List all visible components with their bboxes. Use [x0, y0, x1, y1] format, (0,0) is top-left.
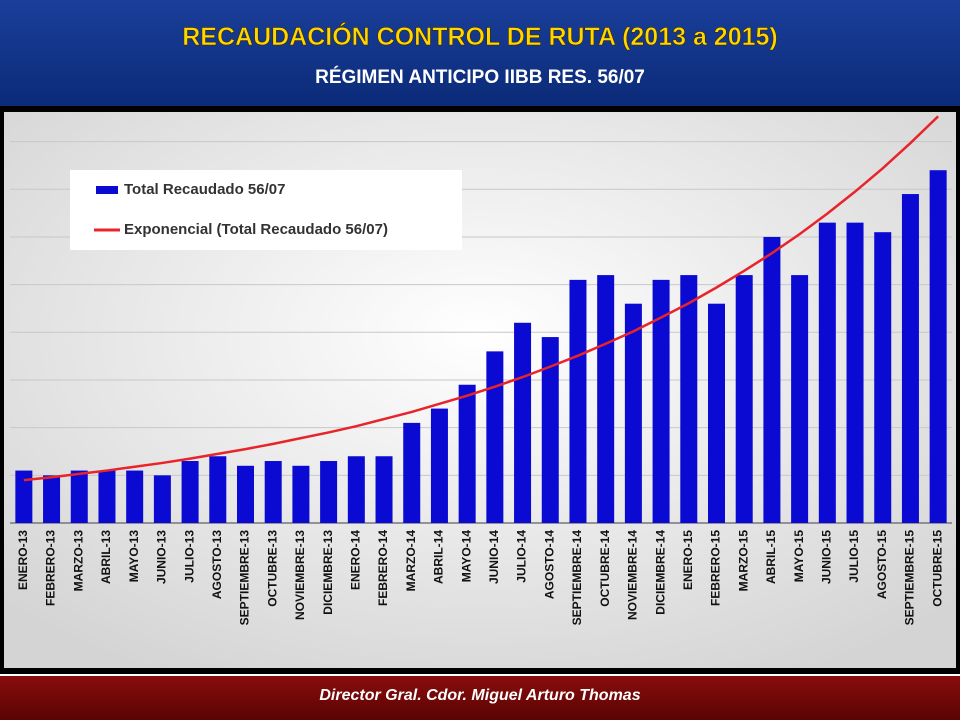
bar	[708, 303, 725, 523]
legend-swatch	[96, 186, 118, 194]
x-tick-label: DICIEMBRE-13	[321, 530, 335, 615]
footer-bg	[0, 676, 960, 720]
bar	[458, 384, 476, 523]
title: RECAUDACIÓN CONTROL DE RUTA (2013 a 2015…	[182, 21, 778, 51]
bar	[153, 475, 171, 523]
bar	[181, 461, 199, 523]
bar	[569, 279, 587, 523]
x-tick-label: ABRIL-15	[764, 530, 778, 584]
x-tick-label: MAYO-15	[792, 530, 806, 583]
legend-label: Exponencial (Total Recaudado 56/07)	[124, 221, 388, 238]
bar	[320, 461, 338, 523]
bar	[237, 465, 254, 523]
bar	[486, 351, 504, 523]
x-tick-label: ENERO-15	[681, 530, 695, 590]
bar	[43, 475, 61, 523]
x-tick-label: JUNIO-13	[155, 530, 169, 584]
bar	[541, 337, 559, 523]
bar	[347, 456, 365, 523]
footer: Director Gral. Cdor. Miguel Arturo Thoma…	[319, 687, 640, 704]
x-tick-label: NOVIEMBRE-14	[626, 530, 640, 620]
x-tick-label: MARZO-13	[71, 530, 85, 592]
x-tick-label: JULIO-14	[515, 530, 529, 583]
trend-line	[23, 115, 940, 482]
bar	[735, 275, 753, 523]
x-tick-label: ABRIL-13	[99, 530, 113, 584]
bar	[292, 465, 310, 523]
bar	[15, 470, 33, 523]
x-tick-label: AGOSTO-13	[210, 530, 224, 599]
x-tick-label: MARZO-15	[736, 530, 750, 592]
x-tick-label: ENERO-13	[16, 530, 30, 590]
bar	[70, 470, 88, 523]
x-tick-label: OCTUBRE-15	[930, 530, 944, 607]
bar	[874, 232, 892, 524]
bar	[375, 456, 393, 523]
bar	[818, 222, 836, 523]
bar	[403, 422, 421, 523]
title-period: (2013 a 2015)	[622, 23, 778, 51]
x-tick-label: OCTUBRE-14	[598, 530, 612, 607]
bar	[763, 236, 781, 523]
x-tick-label: SEPTIEMBRE-15	[903, 530, 917, 626]
title-main: RECAUDACIÓN CONTROL DE RUTA	[182, 21, 616, 51]
bar	[791, 275, 809, 523]
x-tick-label: SEPTIEMBRE-13	[238, 530, 252, 626]
legend-label: Total Recaudado 56/07	[124, 181, 285, 198]
subtitle: RÉGIMEN ANTICIPO IIBB RES. 56/07	[315, 66, 645, 88]
header-bg	[0, 0, 960, 106]
x-tick-label: FEBRERO-14	[376, 530, 390, 606]
x-tick-label: MAYO-13	[127, 530, 141, 583]
legend-box	[70, 170, 462, 250]
bar	[901, 194, 919, 523]
x-tick-label: JULIO-13	[182, 530, 196, 583]
x-tick-label: DICIEMBRE-14	[653, 530, 667, 615]
x-tick-label: JUNIO-14	[487, 530, 501, 584]
x-tick-label: JULIO-15	[847, 530, 861, 583]
x-tick-label: FEBRERO-13	[44, 530, 58, 606]
bar	[680, 275, 698, 523]
x-tick-label: ENERO-14	[348, 530, 362, 590]
x-tick-label: MAYO-14	[459, 530, 473, 583]
x-tick-label: FEBRERO-15	[709, 530, 723, 606]
bar	[514, 322, 532, 523]
x-tick-label: AGOSTO-15	[875, 530, 889, 599]
bar	[624, 303, 642, 523]
x-tick-label: NOVIEMBRE-13	[293, 530, 307, 620]
bar	[126, 470, 144, 523]
bar	[652, 279, 670, 523]
bar	[846, 222, 864, 523]
bar	[98, 470, 116, 523]
bar	[929, 170, 947, 524]
x-tick-label: MARZO-14	[404, 530, 418, 592]
bar	[430, 408, 448, 523]
x-tick-label: AGOSTO-14	[542, 530, 556, 599]
bar	[264, 461, 282, 523]
x-tick-label: ABRIL-14	[432, 530, 446, 584]
x-tick-label: JUNIO-15	[819, 530, 833, 584]
bar	[209, 456, 227, 523]
x-tick-label: SEPTIEMBRE-14	[570, 530, 584, 626]
x-tick-label: OCTUBRE-13	[265, 530, 279, 607]
bar	[597, 275, 615, 523]
